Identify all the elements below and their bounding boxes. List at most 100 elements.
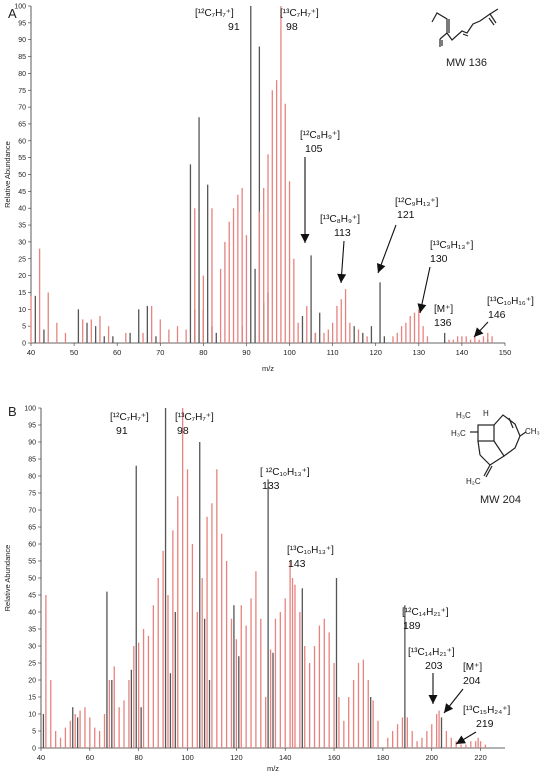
y-tick-label: 75 xyxy=(18,88,26,95)
y-tick-label: 55 xyxy=(18,155,26,162)
peak-annotation-label: [¹²C₇H₇⁺] xyxy=(110,412,149,423)
panel-b: 0 5 10 15 20 25 30 35 40 45 50 55 60 65 70 75 80 85 90 95 10… xyxy=(3,404,511,773)
x-tick-label: 120 xyxy=(369,348,382,357)
x-tick-label: 160 xyxy=(328,753,341,762)
peak-annotation-mz: 146 xyxy=(488,309,506,321)
peak-annotation-mz: 91 xyxy=(116,425,128,437)
y-tick-label: 20 xyxy=(28,678,36,685)
x-tick-label: 140 xyxy=(279,753,292,762)
y-tick-label: 80 xyxy=(28,474,36,481)
x-tick-label: 130 xyxy=(413,348,426,357)
y-tick-label: 90 xyxy=(28,440,36,447)
peak-annotation-label: [¹³C₇H₇⁺] xyxy=(175,412,214,423)
x-tick-label: 60 xyxy=(113,348,121,357)
y-tick-label: 10 xyxy=(18,307,26,314)
arrow-head xyxy=(474,327,484,337)
x-tick-label: 110 xyxy=(327,348,339,357)
x-axis-label: m/z xyxy=(267,764,279,773)
peak-annotation-label: [M⁺] xyxy=(434,304,453,315)
peak-annotation-mz: 130 xyxy=(430,253,448,265)
y-tick-label: 60 xyxy=(28,542,36,549)
structure-h3c-label-2: H₃C xyxy=(451,429,466,438)
structure-ch3-label: CH₃ xyxy=(525,427,540,436)
panel-a: 0 5 10 15 20 25 30 35 40 45 50 55 60 65 70 75 80 85 90 95 10… xyxy=(3,4,534,374)
arrow-head xyxy=(337,273,347,283)
y-tick-label: 75 xyxy=(28,491,36,498)
y-tick-label: 25 xyxy=(18,256,26,263)
peak-annotation-label: [¹³C₈H₉⁺] xyxy=(320,214,360,225)
y-tick-label: 85 xyxy=(18,54,26,61)
peak-annotation-mz: 113 xyxy=(334,227,351,239)
structure-h2c-label: H₂C xyxy=(466,477,481,486)
y-tick-label: 70 xyxy=(18,105,26,112)
peak-annotation-label: [¹³C₇H₇⁺] xyxy=(280,8,319,19)
arrow-head xyxy=(456,735,467,744)
x-tick-label: 40 xyxy=(37,753,45,762)
peak-annotation-mz: 133 xyxy=(262,480,280,492)
y-tick-label: 40 xyxy=(28,610,36,617)
peak-annotation-label: [¹²C₉H₁₃⁺] xyxy=(395,197,439,208)
mw-label-a: MW 136 xyxy=(446,57,487,69)
peak-annotation-label: [M⁺] xyxy=(463,662,482,673)
y-tick-label: 20 xyxy=(18,273,26,280)
panel-letter: B xyxy=(8,404,17,419)
peak-annotation-label: [¹³C₉H₁₃⁺] xyxy=(430,240,474,251)
y-tick-label: 80 xyxy=(18,71,26,78)
y-tick-label: 100 xyxy=(24,406,36,413)
y-tick-label: 65 xyxy=(28,525,36,532)
peak-annotation-label: [¹²C₈H₉⁺] xyxy=(300,130,340,141)
x-axis-label: m/z xyxy=(262,364,274,373)
x-tick-label: 100 xyxy=(283,348,296,357)
peak-annotation-label: [¹³C₁₀H₁₆⁺] xyxy=(487,296,534,307)
y-tick-label: 60 xyxy=(18,138,26,145)
y-tick-label: 65 xyxy=(18,121,26,128)
y-tick-label: 0 xyxy=(32,746,36,753)
y-tick-label: 15 xyxy=(18,290,26,297)
y-tick-label: 30 xyxy=(18,239,26,246)
x-tick-label: 180 xyxy=(377,753,390,762)
y-tick-label: 95 xyxy=(18,20,26,27)
y-tick-label: 45 xyxy=(28,593,36,600)
peak-annotation-mz: 91 xyxy=(228,21,240,33)
y-tick-label: 30 xyxy=(28,644,36,651)
x-tick-label: 80 xyxy=(135,753,143,762)
panel-letter: A xyxy=(8,6,17,21)
y-tick-label: 85 xyxy=(28,457,36,464)
y-axis-label: Relative Abundance xyxy=(3,545,12,612)
arrow-head xyxy=(417,303,427,313)
x-tick-label: 100 xyxy=(181,753,194,762)
peak-annotation-mz: 105 xyxy=(305,143,323,155)
y-tick-label: 50 xyxy=(28,576,36,583)
peak-annotation-mz: 143 xyxy=(288,558,306,570)
y-tick-label: 40 xyxy=(18,206,26,213)
y-tick-label: 70 xyxy=(28,508,36,515)
y-tick-label: 0 xyxy=(22,341,26,348)
y-tick-label: 50 xyxy=(18,172,26,179)
x-tick-label: 120 xyxy=(230,753,243,762)
y-tick-label: 95 xyxy=(28,423,36,430)
peak-annotation-label: [¹³C₁₅H₂₄⁺] xyxy=(463,705,511,716)
peak-annotation-mz: 98 xyxy=(177,425,189,437)
peak-annotation-mz: 98 xyxy=(286,21,298,33)
peak-annotation-label: [¹³C₁₄H₂₁⁺] xyxy=(408,647,455,658)
x-tick-label: 70 xyxy=(156,348,164,357)
arrow-head xyxy=(444,703,454,713)
arrow-head xyxy=(300,234,310,243)
y-tick-label: 90 xyxy=(18,37,26,44)
mw-label-b: MW 204 xyxy=(480,494,521,506)
y-tick-label: 5 xyxy=(22,324,26,331)
peak-annotation-mz: 136 xyxy=(434,317,452,329)
x-tick-label: 40 xyxy=(27,348,35,357)
y-tick-label: 25 xyxy=(28,661,36,668)
y-tick-label: 35 xyxy=(28,627,36,634)
peak-annotation-label: [¹²C₁₄H₂₁⁺] xyxy=(402,607,449,618)
structure-h3c-label-1: H₃C xyxy=(456,411,471,420)
x-tick-label: 220 xyxy=(474,753,487,762)
x-tick-label: 50 xyxy=(70,348,78,357)
y-tick-label: 45 xyxy=(18,189,26,196)
y-tick-label: 15 xyxy=(28,695,36,702)
y-tick-label: 5 xyxy=(32,729,36,736)
x-tick-label: 80 xyxy=(199,348,207,357)
x-tick-label: 140 xyxy=(456,348,469,357)
